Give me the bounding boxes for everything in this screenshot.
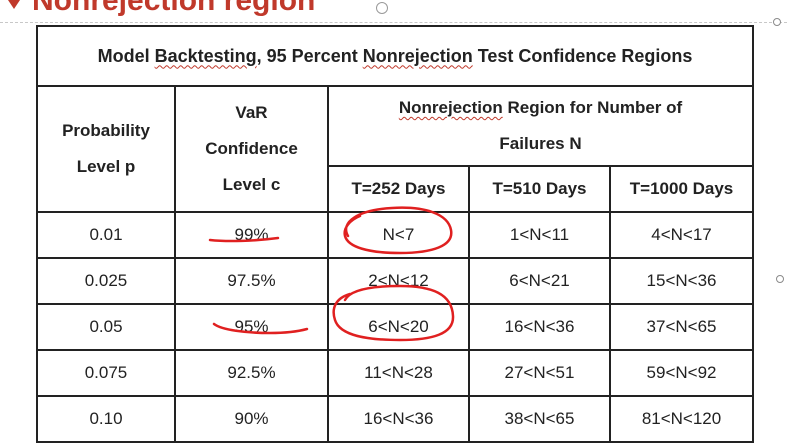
anchor-icon[interactable]: [376, 2, 388, 14]
header-line: VaR: [235, 103, 268, 122]
cell-c: 97.5%: [174, 257, 329, 305]
header-t1000: T=1000 Days: [608, 165, 755, 213]
header-probability: Probability Level p: [36, 85, 176, 213]
title-part: Test Confidence Regions: [472, 45, 693, 66]
cell-t510: 38<N<65: [468, 395, 611, 443]
title-part: Nonrejection: [362, 45, 473, 66]
cell-t252: N<7: [327, 211, 470, 259]
title-part: Backtesting: [154, 45, 257, 66]
table-title: Model Backtesting, 95 Percent Nonrejecti…: [35, 25, 755, 87]
cell-t1000: 59<N<92: [608, 349, 755, 397]
cell-t252: 2<N<12: [327, 257, 470, 305]
header-line: Probability: [62, 121, 150, 140]
table-row: 0.05 95% 6<N<20 16<N<36 37<N<65: [36, 303, 755, 351]
table-row: 0.10 90% 16<N<36 38<N<65 81<N<120: [36, 395, 755, 443]
title-part: Model: [97, 45, 155, 66]
header-t252: T=252 Days: [327, 165, 470, 213]
cell-p: 0.075: [36, 349, 176, 397]
cell-c: 92.5%: [174, 349, 329, 397]
header-line: Level p: [76, 157, 136, 176]
cell-t252: 6<N<20: [327, 303, 470, 351]
cell-t1000: 37<N<65: [608, 303, 755, 351]
cell-p: 0.05: [36, 303, 176, 351]
table-row: 0.075 92.5% 11<N<28 27<N<51 59<N<92: [36, 349, 755, 397]
header-t510: T=510 Days: [468, 165, 611, 213]
cell-t252: 11<N<28: [327, 349, 470, 397]
slide-heading-text: Nonrejection region: [32, 0, 315, 16]
cell-t252: 16<N<36: [327, 395, 470, 443]
table-row: 0.025 97.5% 2<N<12 6<N<21 15<N<36: [36, 257, 755, 305]
header-line: Confidence: [205, 139, 298, 158]
cell-t510: 16<N<36: [468, 303, 611, 351]
cell-c: 95%: [174, 303, 329, 351]
cell-t1000: 15<N<36: [608, 257, 755, 305]
resize-handle-right[interactable]: [776, 275, 784, 283]
cell-p: 0.01: [36, 211, 176, 259]
cell-t1000: 4<N<17: [608, 211, 755, 259]
cell-c: 99%: [174, 211, 329, 259]
header-var-confidence: VaR Confidence Level c: [174, 85, 329, 213]
header-line: Failures N: [499, 134, 582, 153]
cell-p: 0.025: [36, 257, 176, 305]
cell-p: 0.10: [36, 395, 176, 443]
selection-border: [0, 22, 787, 23]
header-part: Nonrejection: [398, 98, 503, 117]
resize-handle-top-right[interactable]: [773, 18, 781, 26]
cell-t510: 6<N<21: [468, 257, 611, 305]
cell-t510: 27<N<51: [468, 349, 611, 397]
backtesting-table: Model Backtesting, 95 Percent Nonrejecti…: [35, 25, 755, 443]
cell-t510: 1<N<11: [468, 211, 611, 259]
slide-heading: Nonrejection region: [0, 0, 400, 16]
header-line: Nonrejection Region for Number of: [329, 90, 752, 126]
table-row: 0.01 99% N<7 1<N<11 4<N<17: [36, 211, 755, 259]
header-nonrejection-region: Nonrejection Region for Number of Failur…: [326, 85, 755, 167]
header-part: Region for Number of: [502, 98, 683, 117]
title-part: , 95 Percent: [256, 45, 363, 66]
cell-t1000: 81<N<120: [608, 395, 755, 443]
cell-c: 90%: [174, 395, 329, 443]
diamond-bullet-icon: [8, 0, 20, 9]
header-line: Level c: [222, 175, 281, 194]
